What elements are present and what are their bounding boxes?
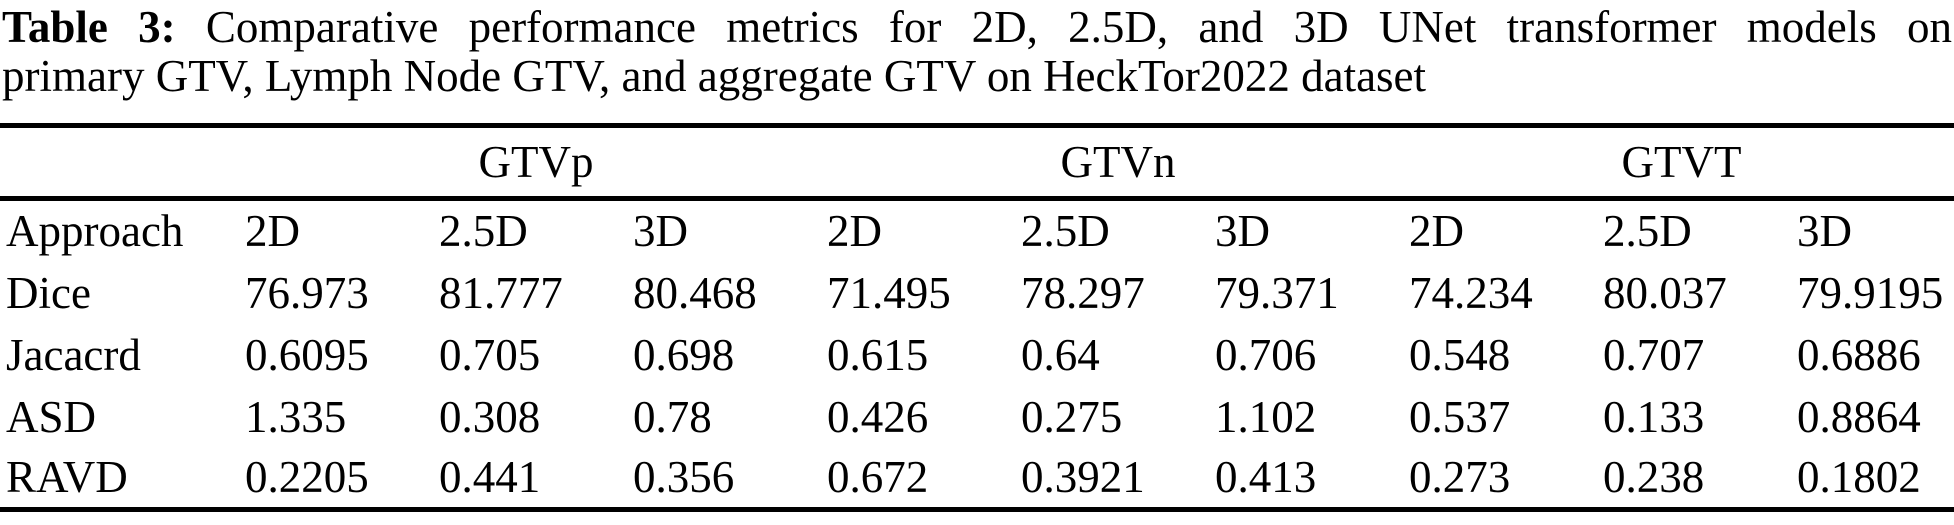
caption-line-1: Table 3: Comparative performance metrics… (2, 3, 1952, 52)
group-header-gtvp: GTVp (245, 125, 827, 201)
cell-ravd-gtvt-2d: 0.273 (1409, 452, 1511, 503)
cell-dice-gtvt-2d: 74.234 (1409, 267, 1533, 318)
table-row-jacacrd: Jacacrd 0.6095 0.705 0.698 0.615 0.64 0.… (0, 324, 1954, 386)
cell-asd-gtvn-2d: 0.426 (827, 391, 929, 442)
row-label-dice: Dice (6, 267, 91, 318)
col-header-gtvp-25d: 2.5D (439, 206, 528, 257)
cell-jacacrd-gtvt-25d: 0.707 (1603, 329, 1705, 380)
cell-asd-gtvt-2d: 0.537 (1409, 391, 1511, 442)
cell-jacacrd-gtvp-2d: 0.6095 (245, 329, 369, 380)
col-header-gtvn-2d: 2D (827, 206, 882, 257)
cell-ravd-gtvt-25d: 0.238 (1603, 452, 1705, 503)
table-row-dice: Dice 76.973 81.777 80.468 71.495 78.297 … (0, 262, 1954, 324)
cell-jacacrd-gtvt-2d: 0.548 (1409, 329, 1511, 380)
caption-line-2: primary GTV, Lymph Node GTV, and aggrega… (2, 51, 1427, 101)
cell-dice-gtvp-3d: 80.468 (633, 267, 757, 318)
cell-asd-gtvp-3d: 0.78 (633, 391, 712, 442)
col-header-gtvt-25d: 2.5D (1603, 206, 1692, 257)
cell-jacacrd-gtvn-2d: 0.615 (827, 329, 929, 380)
col-header-gtvp-3d: 3D (633, 206, 688, 257)
caption-table-number: Table 3: (2, 2, 176, 52)
row-label-ravd: RAVD (6, 452, 128, 503)
column-header-row: Approach 2D 2.5D 3D 2D 2.5D 3D 2D 2.5D 3… (0, 199, 1954, 262)
col-header-gtvp-2d: 2D (245, 206, 300, 257)
cell-dice-gtvn-3d: 79.371 (1215, 267, 1339, 318)
table-row-ravd: RAVD 0.2205 0.441 0.356 0.672 0.3921 0.4… (0, 448, 1954, 510)
col-header-gtvt-3d: 3D (1797, 206, 1852, 257)
col-header-gtvn-25d: 2.5D (1021, 206, 1110, 257)
cell-jacacrd-gtvn-25d: 0.64 (1021, 329, 1100, 380)
cell-asd-gtvp-2d: 1.335 (245, 391, 347, 442)
cell-ravd-gtvp-3d: 0.356 (633, 452, 735, 503)
row-label-jacacrd: Jacacrd (6, 329, 141, 380)
cell-asd-gtvn-25d: 0.275 (1021, 391, 1123, 442)
col-header-gtvn-3d: 3D (1215, 206, 1270, 257)
group-header-row: GTVp GTVn GTVT (0, 125, 1954, 201)
group-header-spacer (0, 125, 245, 201)
cell-asd-gtvn-3d: 1.102 (1215, 391, 1317, 442)
table-caption: Table 3: Comparative performance metrics… (0, 0, 1954, 101)
cell-ravd-gtvp-2d: 0.2205 (245, 452, 369, 503)
cell-dice-gtvp-2d: 76.973 (245, 267, 369, 318)
cell-dice-gtvt-25d: 80.037 (1603, 267, 1727, 318)
cell-ravd-gtvn-25d: 0.3921 (1021, 452, 1145, 503)
table-row-asd: ASD 1.335 0.308 0.78 0.426 0.275 1.102 0… (0, 386, 1954, 448)
metrics-table: GTVp GTVn GTVT Approach 2D 2.5D 3D 2D 2.… (0, 123, 1954, 512)
cell-ravd-gtvn-3d: 0.413 (1215, 452, 1317, 503)
cell-asd-gtvt-25d: 0.133 (1603, 391, 1705, 442)
cell-jacacrd-gtvp-25d: 0.705 (439, 329, 541, 380)
cell-asd-gtvt-3d: 0.8864 (1797, 391, 1921, 442)
cell-dice-gtvp-25d: 81.777 (439, 267, 563, 318)
cell-jacacrd-gtvt-3d: 0.6886 (1797, 329, 1921, 380)
cell-jacacrd-gtvn-3d: 0.706 (1215, 329, 1317, 380)
cell-ravd-gtvn-2d: 0.672 (827, 452, 929, 503)
cell-ravd-gtvp-25d: 0.441 (439, 452, 541, 503)
col-header-approach: Approach (6, 206, 184, 257)
caption-text-line1: Comparative performance metrics for 2D, … (205, 2, 1953, 52)
group-header-gtvt: GTVT (1409, 125, 1954, 201)
group-header-gtvn: GTVn (827, 125, 1409, 201)
cell-dice-gtvt-3d: 79.9195 (1797, 267, 1944, 318)
cell-dice-gtvn-2d: 71.495 (827, 267, 951, 318)
cell-dice-gtvn-25d: 78.297 (1021, 267, 1145, 318)
col-header-gtvt-2d: 2D (1409, 206, 1464, 257)
cell-asd-gtvp-25d: 0.308 (439, 391, 541, 442)
cell-ravd-gtvt-3d: 0.1802 (1797, 452, 1921, 503)
cell-jacacrd-gtvp-3d: 0.698 (633, 329, 735, 380)
row-label-asd: ASD (6, 391, 97, 442)
